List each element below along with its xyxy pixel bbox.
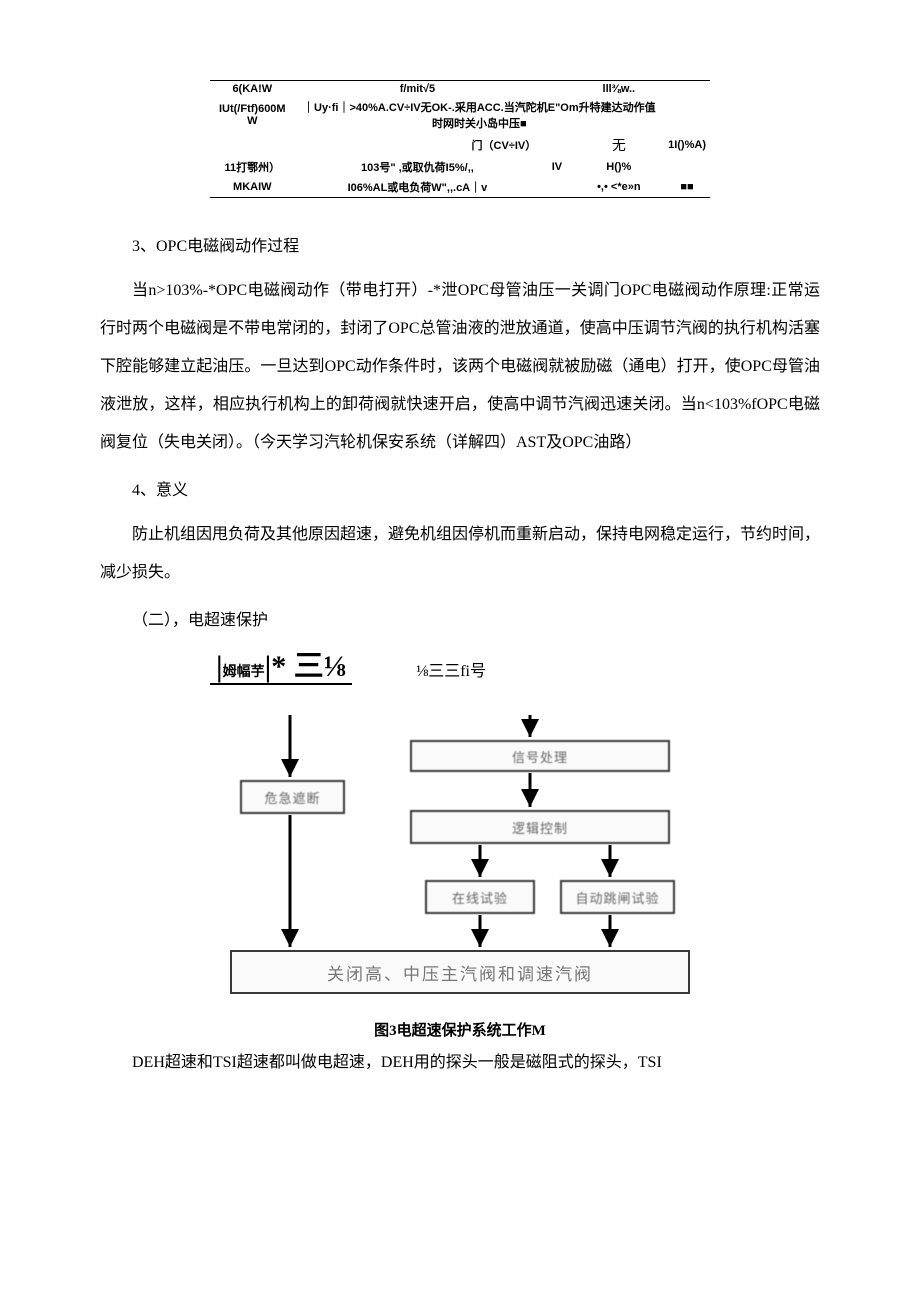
heading-4: 4、意义 — [100, 472, 820, 510]
flow-box-signal: 信号处理 — [410, 740, 670, 772]
cell — [210, 133, 295, 157]
figure-caption: 图3电超速保护系统工作M — [100, 1019, 820, 1040]
heading-sub: （二），电超速保护 — [100, 602, 820, 640]
paragraph: 防止机组因甩负荷及其他原因超速，避免机组因停机而重新启动，保持电网稳定运行，节约… — [100, 516, 820, 592]
cell: f/mit√5 — [295, 81, 541, 98]
cell: ■■ — [664, 177, 710, 198]
table-row: IUt(/Ftf)600M W ｜Uy·fi｜>40%A.CV÷IV无OK-.采… — [210, 97, 710, 133]
flow-box-emerg: 危急遮断 — [240, 780, 345, 814]
side-label: ⅛三三fi号 — [416, 657, 486, 681]
cell: •,• <*e»n — [574, 177, 665, 198]
cell — [540, 81, 573, 98]
cell: 6(KA!W — [210, 81, 295, 98]
right-text: |* 三⅛ — [265, 650, 347, 683]
bar-char: | — [216, 650, 223, 683]
heading-3: 3、OPC电磁阀动作过程 — [100, 228, 820, 266]
cell: MKAIW — [210, 177, 295, 198]
diagram-header: |姆幅芋|* 三⅛ ⅛三三fi号 — [210, 650, 710, 685]
flow-box-online: 在线试验 — [425, 880, 535, 914]
cell: IUt(/Ftf)600M W — [210, 97, 295, 133]
table-row: MKAIW I06%AL或电负荷W",,.cA｜v •,• <*e»n ■■ — [210, 177, 710, 198]
flow-box-logic: 逻辑控制 — [410, 810, 670, 844]
flow-box-close: 关闭高、中压主汽阀和调速汽阀 — [230, 950, 690, 994]
tail-paragraph: DEH超速和TSI超速都叫做电超速，DEH用的探头一般是磁阻式的探头，TSI — [100, 1044, 820, 1082]
table-row: 6(KA!W f/mit√5 lll⅜w.. — [210, 81, 710, 98]
cell — [664, 81, 710, 98]
cell: H()% — [574, 157, 665, 177]
cell: 1I()%A) — [664, 133, 710, 157]
flow-box-auto: 自动跳闸试验 — [560, 880, 675, 914]
big-label: |姆幅芋|* 三⅛ — [210, 650, 352, 685]
cell: 门（CV÷IV） — [295, 133, 541, 157]
cell: ｜Uy·fi｜>40%A.CV÷IV无OK-.采用ACC.当汽陀机E"Om升特建… — [295, 97, 664, 133]
cell: lll⅜w.. — [574, 81, 665, 98]
table-row: 11打鄂州） 103号" ,或取仇荷I5%/,, IV H()% — [210, 157, 710, 177]
table-row: 门（CV÷IV） 无 1I()%A) — [210, 133, 710, 157]
cell — [540, 177, 573, 198]
small-text: 姆幅芋 — [223, 665, 265, 680]
cell — [664, 157, 710, 177]
page: 6(KA!W f/mit√5 lll⅜w.. IUt(/Ftf)600M W ｜… — [0, 0, 920, 1158]
cell — [540, 133, 573, 157]
cell: I06%AL或电负荷W",,.cA｜v — [295, 177, 541, 198]
cell: IV — [540, 157, 573, 177]
header-table: 6(KA!W f/mit√5 lll⅜w.. IUt(/Ftf)600M W ｜… — [210, 80, 710, 198]
paragraph: 当n>103%-*OPC电磁阀动作（带电打开）-*泄OPC母管油压一关调门OPC… — [100, 272, 820, 462]
cell: 103号" ,或取仇荷I5%/,, — [295, 157, 541, 177]
cell: 无 — [574, 133, 665, 157]
flowchart: 信号处理 危急遮断 逻辑控制 在线试验 自动跳闸试验 关闭高、中压主汽阀和调速汽… — [210, 715, 710, 1015]
cell: 11打鄂州） — [210, 157, 295, 177]
cell — [664, 97, 710, 133]
